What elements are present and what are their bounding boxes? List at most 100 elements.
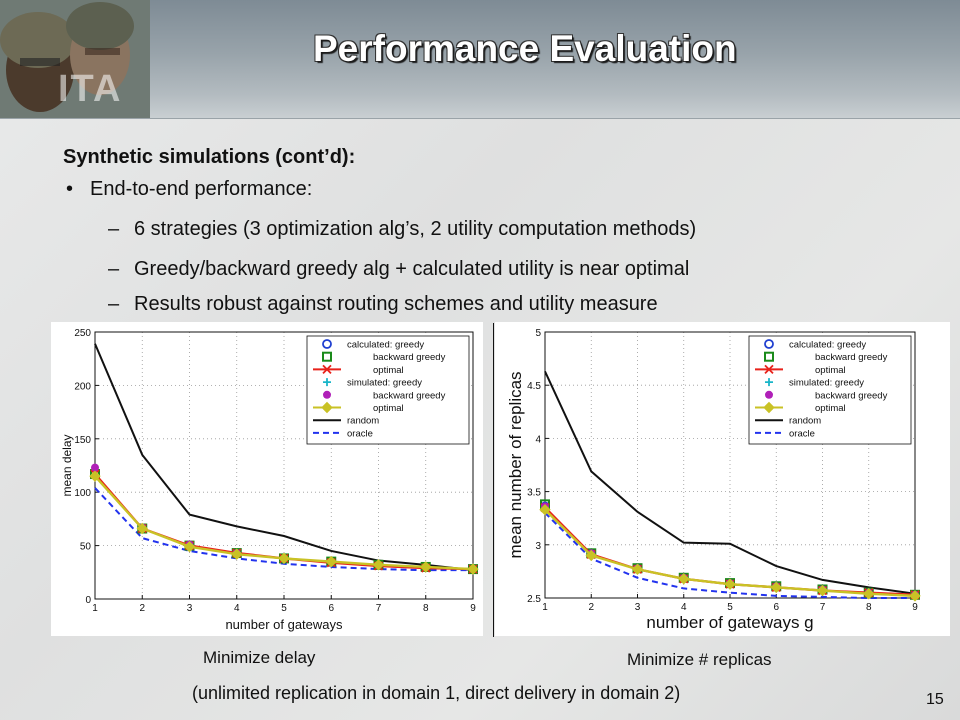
x-tick-label: 8 <box>423 603 429 614</box>
x-tick-label: 2 <box>139 603 145 614</box>
legend-box <box>748 335 912 445</box>
data-point <box>420 561 432 573</box>
y-tick-label: 100 <box>74 488 91 499</box>
x-axis-label: number of gateways <box>225 617 343 632</box>
soldiers-photo <box>0 0 150 118</box>
footnote: (unlimited replication in domain 1, dire… <box>192 683 681 703</box>
data-point <box>816 584 829 597</box>
x-axis-label: number of gateways g <box>646 613 813 632</box>
delay-chart: 0 50 100 150 200 250 1 2 3 4 5 6 7 8 9 number of gatewa… <box>51 322 483 636</box>
legend-label: simulated: greedy <box>347 378 422 389</box>
legend-marker <box>322 339 332 349</box>
x-tick-label: 9 <box>912 602 918 613</box>
legend-label: optimal <box>815 403 846 414</box>
data-point <box>467 563 479 575</box>
y-axis-label: mean delay <box>60 434 74 496</box>
legend-label: backward greedy <box>373 390 446 401</box>
subbullet-item: –6 strategies (3 optimization alg’s, 2 u… <box>108 218 696 241</box>
y-tick-label: 3.5 <box>527 488 541 499</box>
bullet-text: End-to-end performance: <box>90 178 313 200</box>
ita-logo: ITA <box>58 68 123 110</box>
page-number: 15 <box>926 691 944 708</box>
x-tick-label: 2 <box>588 602 594 613</box>
data-point <box>91 463 99 472</box>
subbullet-item: – Results robust against routing schemes … <box>108 293 658 316</box>
legend-label: oracle <box>789 428 815 439</box>
y-tick-label: 2.5 <box>527 594 541 605</box>
y-tick-label: 50 <box>80 542 92 553</box>
x-tick-label: 1 <box>92 603 98 614</box>
legend-label: optimal <box>373 403 404 414</box>
x-tick-label: 5 <box>727 602 733 613</box>
legend-marker <box>765 390 773 399</box>
legend-marker <box>321 401 333 414</box>
data-point <box>863 588 875 600</box>
subbullet-text: Results robust against routing schemes a… <box>134 293 658 315</box>
legend-marker <box>763 401 775 414</box>
legend-label: calculated: greedy <box>347 340 424 351</box>
dash-icon: – <box>108 293 120 315</box>
x-tick-label: 1 <box>542 602 548 613</box>
chart-divider <box>493 323 494 637</box>
legend-label: optimal <box>373 365 404 376</box>
caption-left: Minimize delay <box>203 648 316 667</box>
legend-label: simulated: greedy <box>789 378 864 389</box>
data-point <box>678 573 690 585</box>
dash-icon: – <box>108 258 120 280</box>
subbullet-text: Greedy/backward greedy alg + calculated … <box>134 258 690 280</box>
x-tick-label: 5 <box>281 603 287 614</box>
legend-marker <box>323 378 331 387</box>
legend-marker <box>764 339 774 349</box>
legend-marker <box>323 390 331 399</box>
subheading: Synthetic simulations (cont’d): <box>63 146 356 168</box>
x-tick-label: 6 <box>773 602 779 613</box>
legend-label: random <box>347 416 379 427</box>
subbullet-text: 6 strategies (3 optimization alg’s, 2 ut… <box>134 218 697 240</box>
bullet-dot-icon: • <box>66 178 74 200</box>
x-tick-label: 4 <box>681 602 687 613</box>
subbullet-item: – Greedy/backward greedy alg + calculated… <box>108 258 689 281</box>
legend-label: optimal <box>815 365 846 376</box>
y-axis-label: mean number of replicas <box>506 371 525 558</box>
bullet-item: • End-to-end performance: <box>66 178 312 201</box>
slide-title: Performance Evaluation <box>313 28 737 69</box>
data-point <box>770 581 782 594</box>
caption-right: Minimize # replicas <box>627 650 772 669</box>
data-point <box>278 552 290 565</box>
legend-marker <box>764 364 774 375</box>
y-tick-label: 0 <box>85 595 91 606</box>
dash-icon: – <box>108 218 120 240</box>
data-point <box>539 503 551 516</box>
x-tick-label: 8 <box>866 602 872 613</box>
data-point <box>724 578 736 590</box>
series-line <box>544 370 916 595</box>
y-tick-label: 5 <box>535 328 541 339</box>
data-point <box>631 563 644 575</box>
y-tick-label: 3 <box>535 541 541 552</box>
x-tick-label: 9 <box>470 603 476 614</box>
y-tick-label: 4.5 <box>527 381 541 392</box>
data-point <box>909 590 921 602</box>
y-tick-label: 4 <box>535 434 541 445</box>
x-tick-label: 6 <box>328 603 334 614</box>
x-tick-label: 7 <box>820 602 826 613</box>
title-banner: ITA Performance Evaluation <box>0 0 960 119</box>
series-line <box>544 512 915 599</box>
y-tick-label: 250 <box>74 328 91 339</box>
legend-marker <box>322 351 332 362</box>
x-tick-label: 7 <box>376 603 382 614</box>
x-tick-label: 4 <box>234 603 240 614</box>
legend-label: backward greedy <box>815 390 888 401</box>
x-tick-label: 3 <box>635 602 641 613</box>
data-point <box>325 555 337 568</box>
legend-marker <box>764 351 774 362</box>
legend-label: oracle <box>347 428 373 439</box>
y-tick-label: 200 <box>74 381 91 392</box>
data-point <box>231 548 243 560</box>
data-point <box>372 559 385 571</box>
data-point <box>89 470 101 482</box>
legend-label: backward greedy <box>373 352 446 363</box>
data-point <box>585 549 597 562</box>
data-point <box>183 540 196 553</box>
legend-label: calculated: greedy <box>789 340 866 351</box>
